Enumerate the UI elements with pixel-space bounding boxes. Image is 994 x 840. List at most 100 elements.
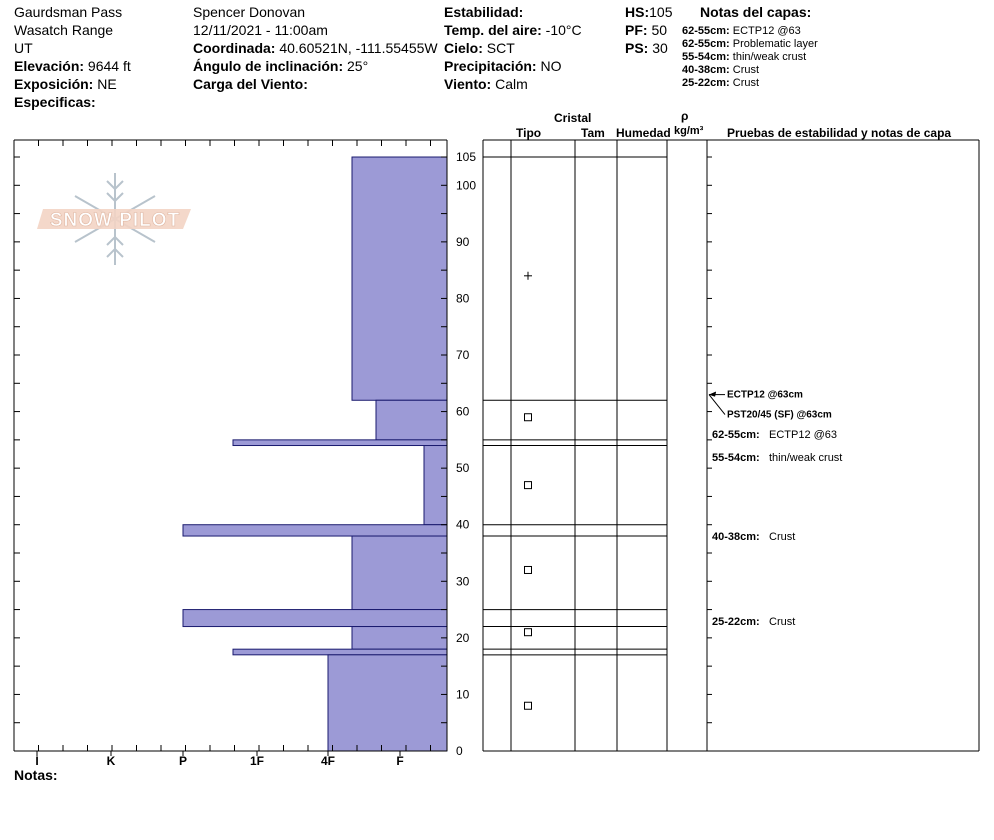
coordinate-label: Coordinada: bbox=[193, 40, 276, 56]
slope-value: 25° bbox=[347, 58, 369, 74]
layer-note: 55-54cm: thin/weak crust bbox=[682, 51, 806, 63]
state: UT bbox=[14, 40, 33, 56]
test-arrow-head bbox=[709, 391, 716, 397]
layer-note-range: 55-54cm: bbox=[682, 51, 730, 63]
range: Wasatch Range bbox=[14, 22, 114, 38]
hardness-bar bbox=[423, 445, 448, 526]
logo-banner bbox=[37, 209, 191, 229]
layer-note-range-label: 40-38cm: bbox=[712, 531, 760, 543]
observer: Spencer Donovan bbox=[193, 4, 306, 20]
elevation: Elevación: 9644 ft bbox=[14, 58, 131, 74]
hardness-bar bbox=[232, 439, 448, 447]
ps: PS: 30 bbox=[625, 40, 668, 56]
wind-value: Calm bbox=[495, 76, 528, 92]
slope-angle: Ángulo de inclinación: 25° bbox=[193, 58, 368, 74]
layer-note-range-label: 55-54cm: bbox=[712, 452, 760, 464]
hardness-axis-label: 4F bbox=[321, 754, 335, 768]
height-axis-label: 60 bbox=[456, 405, 470, 419]
aspect-value: NE bbox=[97, 76, 117, 92]
datetime: 12/11/2021 - 11:00am bbox=[193, 22, 328, 38]
location: Gaurdsman Pass bbox=[14, 4, 123, 20]
height-axis-label: 100 bbox=[456, 178, 476, 192]
grain-symbol-faceted bbox=[524, 565, 532, 574]
stability-test-label: PST20/45 (SF) @63cm bbox=[727, 410, 832, 421]
hardness-bar bbox=[182, 609, 448, 628]
rho-header: ρ bbox=[681, 109, 689, 123]
wind: Viento: Calm bbox=[444, 76, 528, 92]
precipitation: Precipitación: NO bbox=[444, 58, 561, 74]
hardness-axis-label: I bbox=[35, 754, 38, 768]
layer-note-text: Crust bbox=[732, 64, 760, 76]
height-axis-label: 80 bbox=[456, 291, 470, 305]
hardness-bar bbox=[351, 156, 448, 401]
sky-label: Cielo: bbox=[444, 40, 483, 56]
ps-value: 30 bbox=[652, 40, 668, 56]
ps-label: PS: bbox=[625, 40, 649, 56]
layer-note-text: thin/weak crust bbox=[732, 51, 807, 63]
air-temp-value: -10°C bbox=[545, 22, 582, 38]
grain-symbol-faceted bbox=[524, 628, 532, 637]
layer-note: 40-38cm: Crust bbox=[682, 64, 759, 76]
layer-note-text: Problematic layer bbox=[732, 38, 818, 50]
hardness-bar bbox=[351, 626, 448, 650]
elevation-value: 9644 ft bbox=[87, 58, 131, 74]
hardness-bar bbox=[232, 648, 448, 656]
grain-symbol-faceted bbox=[524, 413, 532, 422]
hardness-axis-label: K bbox=[107, 754, 116, 768]
layer-note: 62-55cm: Problematic layer bbox=[682, 38, 818, 50]
air-temp: Temp. del aire: -10°C bbox=[444, 22, 582, 38]
hardness-bar bbox=[351, 535, 448, 611]
hardness-axis-label: F bbox=[396, 754, 403, 768]
hs-label: HS: bbox=[625, 4, 650, 20]
height-axis-label: 40 bbox=[456, 518, 470, 532]
stability-test-label: ECTP12 @63cm bbox=[727, 390, 803, 401]
precip-label: Precipitación: bbox=[444, 58, 537, 74]
layer-note-range: 40-38cm: bbox=[682, 64, 730, 76]
moisture-header: Humedad bbox=[616, 126, 671, 140]
aspect-label: Exposición: bbox=[14, 76, 94, 92]
type-header: Tipo bbox=[516, 126, 542, 140]
hardness-bar bbox=[182, 524, 448, 537]
grain-symbol-faceted bbox=[524, 701, 532, 710]
hs: HS:105 bbox=[625, 4, 672, 20]
wind-label: Viento: bbox=[444, 76, 492, 92]
layer-note-text-label: thin/weak crust bbox=[769, 452, 842, 464]
layer-note-range-label: 62-55cm: bbox=[712, 429, 760, 441]
crystal-header: Cristal bbox=[554, 111, 592, 125]
aspect: Exposición: NE bbox=[14, 76, 117, 92]
height-axis-label: 0 bbox=[456, 744, 463, 758]
layer-note: 62-55cm: ECTP12 @63 bbox=[682, 25, 801, 37]
layer-note-range: 25-22cm: bbox=[682, 77, 730, 89]
layer-note-text-label: Crust bbox=[769, 616, 795, 628]
notes-label: Notas: bbox=[14, 767, 58, 783]
height-axis-label: 50 bbox=[456, 461, 470, 475]
coordinate-value: 40.60521N, -111.55455W bbox=[279, 40, 438, 56]
hardness-bar bbox=[327, 654, 448, 752]
stability-label: Estabilidad: bbox=[444, 4, 524, 20]
size-header: Tam bbox=[581, 126, 605, 140]
test-arrow bbox=[708, 394, 726, 415]
logo-text: SNOW PILOT bbox=[50, 210, 180, 231]
layer-note-text: ECTP12 @63 bbox=[732, 25, 801, 37]
height-axis-label: 70 bbox=[456, 348, 470, 362]
air-temp-label: Temp. del aire: bbox=[444, 22, 542, 38]
tests-header: Pruebas de estabilidad y notas de capa bbox=[727, 126, 952, 140]
height-axis-label: 10 bbox=[456, 687, 470, 701]
hardness-axis-label: 1F bbox=[250, 754, 264, 768]
sky-value: SCT bbox=[486, 40, 515, 56]
precip-value: NO bbox=[540, 58, 562, 74]
pf-label: PF: bbox=[625, 22, 648, 38]
layer-note-text: Crust bbox=[732, 77, 760, 89]
height-axis-label: 20 bbox=[456, 631, 470, 645]
height-axis-label: 90 bbox=[456, 235, 470, 249]
hardness-axis-label: P bbox=[179, 754, 187, 768]
hs-value: 105 bbox=[649, 4, 673, 20]
hardness-bar bbox=[375, 399, 448, 441]
grain-symbol-faceted bbox=[524, 481, 532, 490]
layer-note-range-label: 25-22cm: bbox=[712, 616, 760, 628]
height-axis-label: 105 bbox=[456, 150, 476, 164]
pf-value: 50 bbox=[651, 22, 668, 38]
layer-note-text-label: ECTP12 @63 bbox=[769, 429, 837, 441]
layer-note: 25-22cm: Crust bbox=[682, 77, 759, 89]
